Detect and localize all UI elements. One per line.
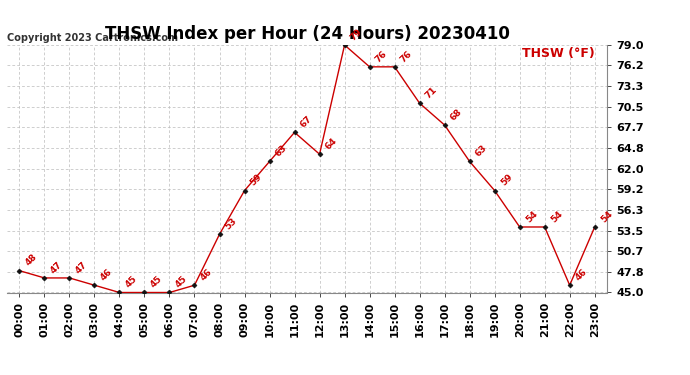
Text: 45: 45 — [148, 274, 164, 290]
Text: 79: 79 — [348, 27, 364, 42]
Text: 45: 45 — [124, 274, 139, 290]
Text: 47: 47 — [48, 260, 64, 275]
Text: 47: 47 — [74, 260, 89, 275]
Text: 76: 76 — [399, 49, 414, 64]
Text: 54: 54 — [524, 209, 539, 224]
Text: Copyright 2023 Cartronics.com: Copyright 2023 Cartronics.com — [7, 33, 178, 42]
Text: 67: 67 — [299, 114, 314, 130]
Text: 76: 76 — [374, 49, 389, 64]
Title: THSW Index per Hour (24 Hours) 20230410: THSW Index per Hour (24 Hours) 20230410 — [105, 26, 509, 44]
Text: 54: 54 — [549, 209, 564, 224]
Text: THSW (°F): THSW (°F) — [522, 48, 595, 60]
Text: 54: 54 — [599, 209, 614, 224]
Text: 59: 59 — [499, 172, 514, 188]
Text: 46: 46 — [199, 267, 214, 282]
Text: 53: 53 — [224, 216, 239, 231]
Text: 46: 46 — [99, 267, 114, 282]
Text: 68: 68 — [448, 107, 464, 122]
Text: 71: 71 — [424, 85, 439, 100]
Text: 64: 64 — [324, 136, 339, 152]
Text: 59: 59 — [248, 172, 264, 188]
Text: 48: 48 — [23, 253, 39, 268]
Text: 46: 46 — [574, 267, 589, 282]
Text: 63: 63 — [474, 144, 489, 159]
Text: 63: 63 — [274, 144, 289, 159]
Text: 45: 45 — [174, 274, 189, 290]
